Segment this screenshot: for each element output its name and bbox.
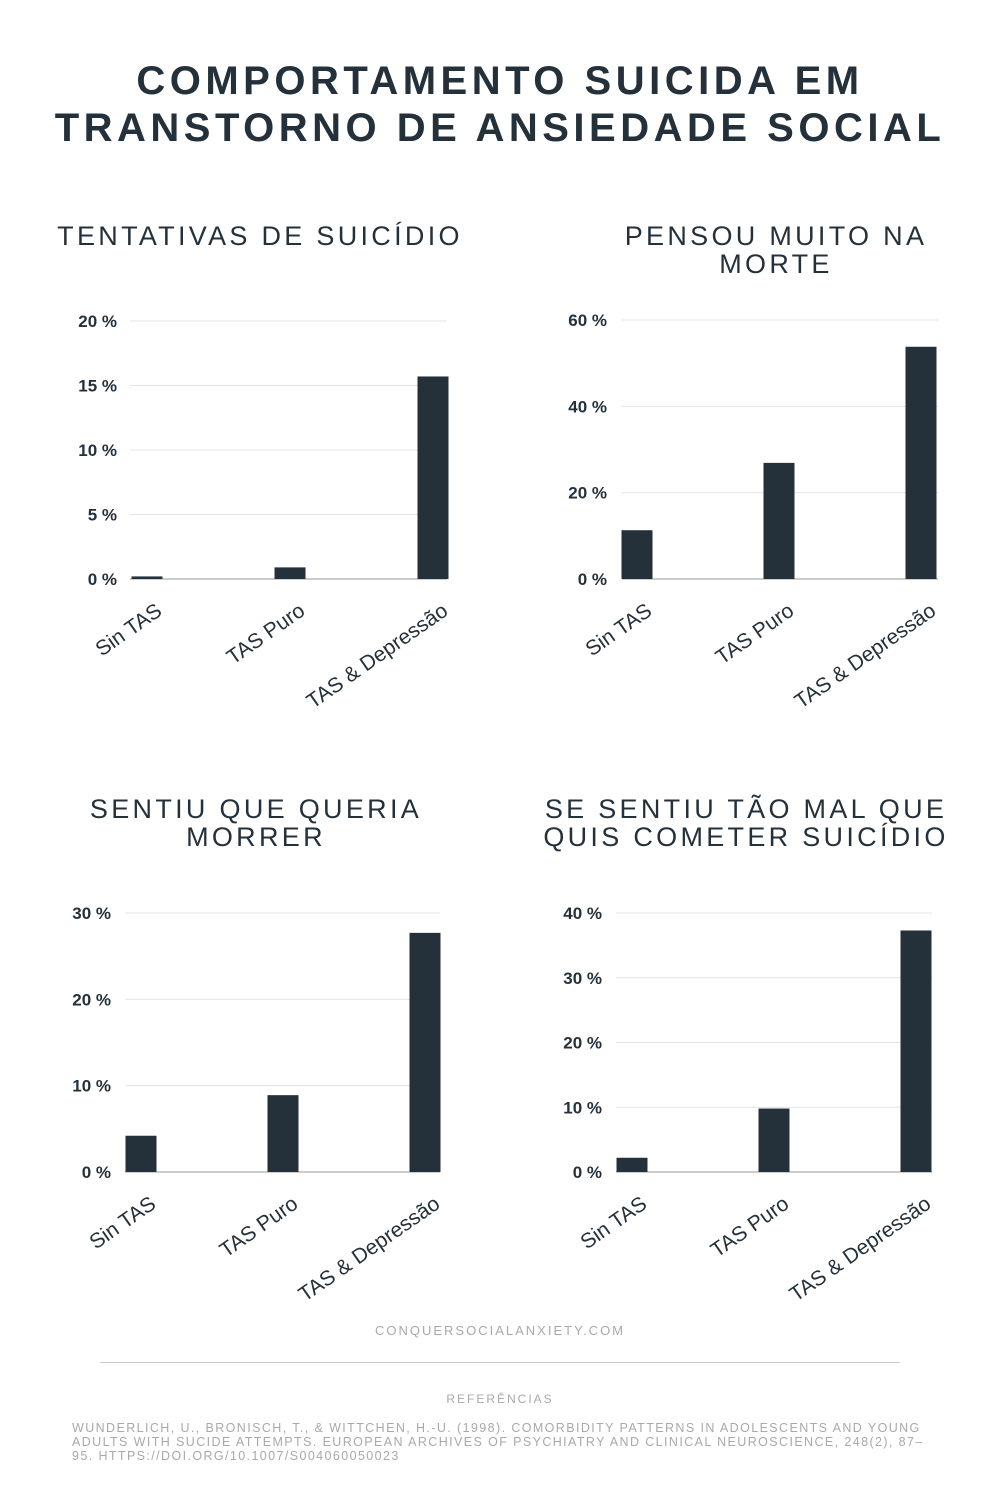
category-label: Sin TAS <box>91 599 166 661</box>
y-tick-label: 20 % <box>563 1034 602 1053</box>
chart-title: SE SENTIU TÃO MAL QUE QUIS COMETER SUICÍD… <box>543 793 948 852</box>
chart-title-line: MORTE <box>719 249 833 279</box>
y-tick-label: 30 % <box>563 969 602 988</box>
category-label: TAS Puro <box>712 599 798 669</box>
bar-2 <box>274 567 306 579</box>
chart-title-line: QUIS COMETER SUICÍDIO <box>543 822 948 852</box>
bar-2 <box>763 462 795 579</box>
chart-title: TENTATIVAS DE SUICÍDIO <box>57 221 463 251</box>
chart-title-line: MORRER <box>186 822 326 852</box>
y-tick-label: 30 % <box>72 904 111 923</box>
y-tick-label: 0 % <box>573 1163 602 1182</box>
y-tick-label: 15 % <box>78 377 117 396</box>
chart-title-line: PENSOU MUITO NA <box>625 221 928 251</box>
category-label: TAS & Depressão <box>786 1192 936 1306</box>
y-tick-label: 10 % <box>563 1098 602 1117</box>
bar-1 <box>125 1135 157 1172</box>
bar-chart-2: PENSOU MUITO NA MORTE 0 % 20 % 40 % 60 % Sin T… <box>568 221 940 713</box>
category-label: TAS & Depressão <box>295 1192 445 1306</box>
bar-2 <box>758 1108 790 1172</box>
page-title-line-1: COMPORTAMENTO SUICIDA EM <box>136 59 864 103</box>
y-tick-label: 5 % <box>88 506 117 525</box>
chart-title: PENSOU MUITO NA MORTE <box>625 221 928 279</box>
footer-divider <box>100 1362 900 1363</box>
y-tick-label: 10 % <box>78 441 117 460</box>
category-label: TAS & Depressão <box>303 599 453 713</box>
y-tick-label: 0 % <box>88 570 117 589</box>
y-tick-label: 60 % <box>568 311 607 330</box>
chart-title-line: TENTATIVAS DE SUICÍDIO <box>57 221 463 251</box>
category-label: TAS Puro <box>707 1192 793 1262</box>
bar-3 <box>905 346 937 579</box>
y-tick-label: 20 % <box>568 484 607 503</box>
y-tick-label: 0 % <box>578 570 607 589</box>
y-tick-label: 40 % <box>563 904 602 923</box>
page-title-line-2: TRANSTORNO DE ANSIEDADE SOCIAL <box>54 106 946 150</box>
page-title: COMPORTAMENTO SUICIDA EM TRANSTORNO DE A… <box>0 58 1000 152</box>
y-tick-label: 40 % <box>568 397 607 416</box>
y-tick-label: 20 % <box>72 990 111 1009</box>
category-label: Sin TAS <box>85 1192 160 1254</box>
category-label: TAS Puro <box>223 599 309 669</box>
reference-text: Wunderlich, U., Bronisch, T., & Wittchen… <box>72 1421 924 1463</box>
bar-chart-3: SENTIU QUE QUERIA MORRER 0 % 10 % 20 % 30 % Si… <box>72 794 444 1306</box>
category-label: TAS & Depressão <box>791 599 941 713</box>
site-url: CONQUERSOCIALANXIETY.COM <box>374 1323 626 1338</box>
category-label: Sin TAS <box>581 599 656 661</box>
bar-1 <box>131 576 163 579</box>
bar-3 <box>900 930 932 1172</box>
bar-chart-1: TENTATIVAS DE SUICÍDIO 0 % 5 % 10 % 15 % 20 %… <box>57 221 463 713</box>
bar-1 <box>621 530 653 579</box>
bar-3 <box>417 376 449 579</box>
bar-2 <box>267 1095 299 1172</box>
y-tick-label: 10 % <box>72 1077 111 1096</box>
bar-chart-4: SE SENTIU TÃO MAL QUE QUIS COMETER SUICÍD… <box>543 793 948 1306</box>
bar-1 <box>616 1157 648 1172</box>
chart-title-line: SENTIU QUE QUERIA <box>90 794 422 824</box>
chart-title-line: SE SENTIU TÃO MAL QUE <box>545 793 947 824</box>
y-tick-label: 0 % <box>82 1163 111 1182</box>
y-tick-label: 20 % <box>78 312 117 331</box>
category-label: TAS Puro <box>216 1192 302 1262</box>
references-heading: REFERÊNCIAS <box>446 1392 554 1406</box>
bar-3 <box>409 932 441 1172</box>
chart-title: SENTIU QUE QUERIA MORRER <box>90 794 422 852</box>
category-label: Sin TAS <box>576 1192 651 1254</box>
